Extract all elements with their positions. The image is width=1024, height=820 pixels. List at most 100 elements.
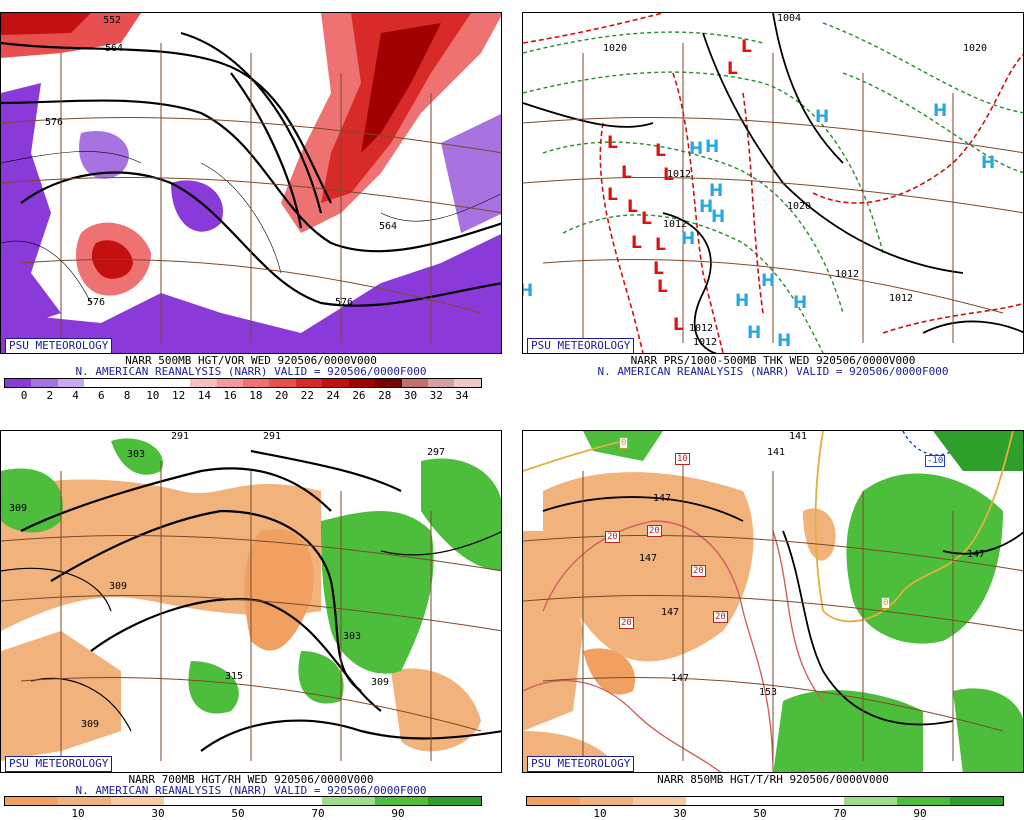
- rh-colorbar-ticks: 10 30 50 70 90: [4, 807, 482, 820]
- contour-label: 309: [81, 719, 100, 730]
- high-pressure-marker: H: [709, 181, 724, 201]
- low-pressure-marker: L: [657, 277, 668, 297]
- colorbar-swatch: [163, 797, 217, 805]
- contour-label: 564: [105, 43, 124, 54]
- temperature-label: 20: [619, 617, 634, 629]
- contour-label: 147: [671, 673, 690, 684]
- colorbar-swatch: [527, 797, 580, 805]
- high-pressure-marker: H: [793, 293, 808, 313]
- colorbar-swatch: [5, 797, 58, 805]
- rh-colorbar-ticks: 10 30 50 70 90: [526, 807, 1004, 820]
- rh-colorbar: [4, 796, 482, 806]
- colorbar-swatch: [57, 379, 85, 387]
- low-pressure-marker: L: [653, 259, 664, 279]
- colorbar-swatch: [84, 379, 111, 387]
- temperature-label: -10: [925, 455, 946, 467]
- colorbar-tick-label: 10: [146, 389, 160, 402]
- colorbar-swatch: [137, 379, 164, 387]
- colorbar-swatch: [110, 379, 138, 387]
- high-pressure-marker: H: [711, 207, 726, 227]
- colorbar-swatch: [57, 797, 111, 805]
- panel-pressure-thickness: L L L L L L L L L L L L L L H H H H H H …: [522, 12, 1024, 402]
- colorbar-tick-label: 8: [123, 389, 131, 402]
- high-pressure-marker: H: [761, 271, 776, 291]
- contour-label: 147: [661, 607, 680, 618]
- colorbar-swatch: [190, 379, 217, 387]
- contour-label: 309: [371, 677, 390, 688]
- contour-label: 576: [335, 297, 354, 308]
- colorbar-swatch: [110, 797, 164, 805]
- low-pressure-marker: L: [641, 209, 652, 229]
- contour-label: 147: [967, 549, 986, 560]
- low-pressure-marker: L: [631, 233, 642, 253]
- low-pressure-marker: L: [741, 37, 752, 57]
- colorbar-swatch: [322, 797, 376, 805]
- high-pressure-marker: H: [523, 281, 533, 301]
- temperature-label: 20: [713, 611, 728, 623]
- colorbar-swatch: [348, 379, 376, 387]
- colorbar-swatch: [322, 379, 349, 387]
- colorbar-tick-label: 2: [46, 389, 54, 402]
- temperature-label: 0: [881, 597, 891, 609]
- contour-label: 291: [171, 431, 190, 442]
- colorbar-swatch: [632, 797, 686, 805]
- caption-valid: N. AMERICAN REANALYSIS (NARR) VALID = 92…: [75, 784, 427, 797]
- colorbar-swatch: [242, 379, 270, 387]
- psu-meteorology-badge: PSU METEOROLOGY: [5, 756, 113, 772]
- contour-label: 147: [639, 553, 658, 564]
- isobar-label: 1012: [693, 337, 718, 348]
- psu-meteorology-badge: PSU METEOROLOGY: [527, 756, 635, 772]
- contour-label: 552: [103, 15, 122, 26]
- panel-500mb-vorticity: 552 564 576 564 576 576 PSU METEOROLOGY …: [0, 12, 502, 402]
- high-pressure-marker: H: [815, 107, 830, 127]
- colorbar-swatch: [454, 379, 481, 387]
- contour-label: 141: [767, 447, 786, 458]
- low-pressure-marker: L: [621, 163, 632, 183]
- contour-label: 297: [427, 447, 446, 458]
- colorbar-tick-label: 34: [455, 389, 469, 402]
- high-pressure-marker: H: [705, 137, 720, 157]
- colorbar-tick-label: 30: [151, 807, 165, 820]
- high-pressure-marker: H: [981, 153, 996, 173]
- map-500mb: 552 564 576 564 576 576 PSU METEOROLOGY: [0, 12, 502, 354]
- colorbar-tick-label: 50: [753, 807, 767, 820]
- isobar-label: 1020: [963, 43, 988, 54]
- colorbar-swatch: [375, 797, 429, 805]
- contour-label: 309: [109, 581, 128, 592]
- colorbar-tick-label: 0: [20, 389, 28, 402]
- colorbar-swatch: [428, 797, 482, 805]
- caption-valid: N. AMERICAN REANALYSIS (NARR) VALID = 92…: [597, 365, 949, 378]
- isobar-label: 1020: [787, 201, 812, 212]
- temperature-label: 0: [619, 437, 629, 449]
- isobar-label: 1012: [889, 293, 914, 304]
- colorbar-tick-label: 4: [72, 389, 79, 402]
- colorbar-swatch: [428, 379, 455, 387]
- colorbar-tick-label: 6: [97, 389, 105, 402]
- colorbar-tick-label: 70: [833, 807, 847, 820]
- isobar-label: 1012: [663, 219, 688, 230]
- colorbar-tick-label: 90: [913, 807, 927, 820]
- colorbar-tick-label: 28: [378, 389, 392, 402]
- rh-colorbar: [526, 796, 1004, 806]
- colorbar-swatch: [401, 379, 428, 387]
- high-pressure-marker: H: [735, 291, 750, 311]
- low-pressure-marker: L: [607, 185, 618, 205]
- colorbar-swatch: [897, 797, 951, 805]
- colorbar-tick-label: 24: [326, 389, 340, 402]
- colorbar-tick-label: 12: [171, 389, 186, 402]
- colorbar-tick-label: 20: [275, 389, 289, 402]
- isobar-label: 1004: [777, 13, 802, 24]
- colorbar-tick-label: 26: [352, 389, 366, 402]
- low-pressure-marker: L: [663, 165, 674, 185]
- caption-product: NARR 700MB HGT/RH WED 920506/0000V000: [128, 773, 374, 786]
- colorbar-swatch: [216, 379, 243, 387]
- colorbar-swatch: [579, 797, 633, 805]
- colorbar-tick-label: 70: [311, 807, 325, 820]
- temperature-label: 20: [691, 565, 706, 577]
- map-700mb: 291 291 297 303 309 309 303 315 309 309 …: [0, 430, 502, 773]
- colorbar-swatch: [738, 797, 792, 805]
- map-pressure-thickness: L L L L L L L L L L L L L L H H H H H H …: [522, 12, 1024, 354]
- high-pressure-marker: H: [747, 323, 762, 343]
- colorbar-tick-label: 18: [249, 389, 263, 402]
- high-pressure-marker: H: [933, 101, 948, 121]
